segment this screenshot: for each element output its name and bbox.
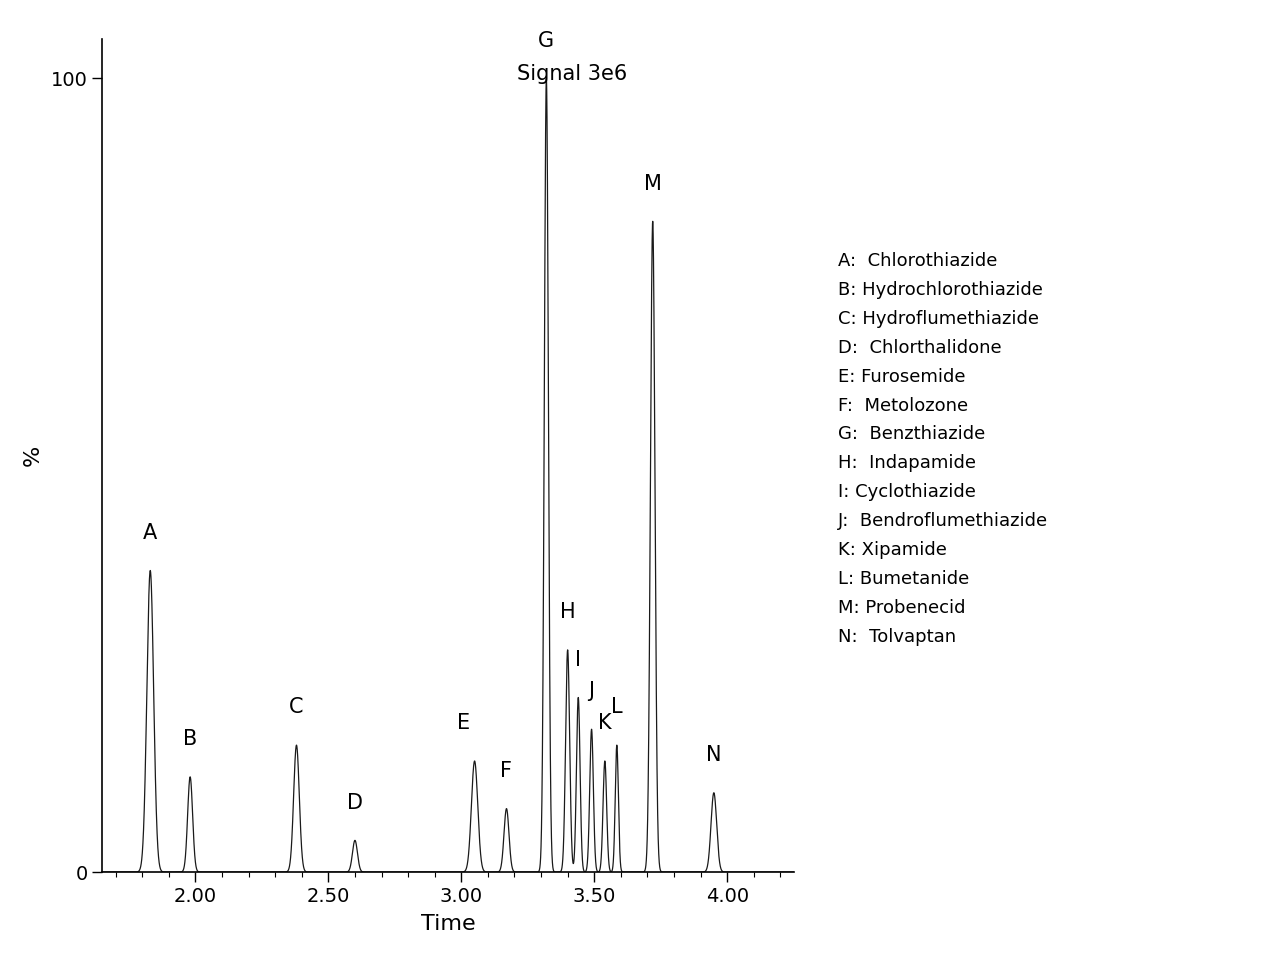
Text: A: A [143,522,157,543]
Text: Signal 3e6: Signal 3e6 [517,64,627,83]
Text: K: K [598,713,612,734]
Text: L: L [611,698,622,717]
Text: J: J [589,681,594,702]
Text: I: I [575,650,581,670]
Text: M: M [644,173,662,194]
Text: A:  Chlorothiazide
B: Hydrochlorothiazide
C: Hydroflumethiazide
D:  Chlorthalido: A: Chlorothiazide B: Hydrochlorothiazide… [838,252,1048,646]
Text: G: G [539,31,554,50]
X-axis label: Time: Time [421,914,475,934]
Text: N: N [707,745,722,765]
Text: D: D [347,793,364,813]
Text: H: H [559,602,576,622]
Text: C: C [289,698,303,717]
Y-axis label: %: % [23,445,42,466]
Text: B: B [183,729,197,749]
Text: F: F [500,761,512,781]
Text: E: E [457,713,471,734]
